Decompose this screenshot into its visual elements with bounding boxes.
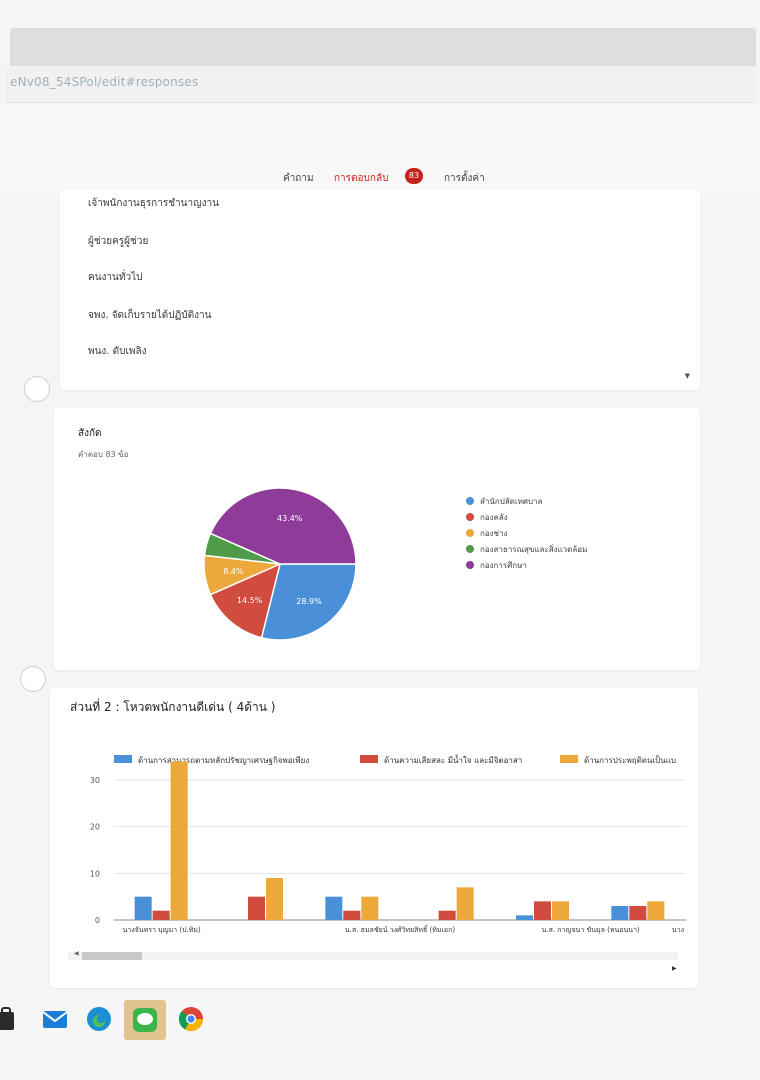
bar: [343, 910, 361, 920]
legend-label: กองช่าง: [480, 529, 508, 538]
list-item: พนง. ดับเพลิง: [88, 346, 147, 357]
legend-label: กองคลัง: [480, 513, 508, 522]
scroll-down-icon[interactable]: ▼: [684, 372, 690, 380]
section2-chart-card: ส่วนที่ 2 : โหวตพนักงานดีเด่น ( 4ด้าน ) …: [50, 688, 698, 988]
legend-label: สำนักปลัดเทศบาล: [480, 497, 543, 506]
legend-label: ด้านความเสียสละ มีน้ำใจ และมีจิตอาสา: [384, 756, 523, 765]
tab-settings[interactable]: การตั้งค่า: [444, 173, 485, 184]
bar: [134, 896, 152, 920]
pie-slice: [260, 563, 357, 641]
scrollbar-thumb[interactable]: [82, 952, 142, 960]
legend-swatch: [466, 545, 474, 553]
legend-label: กองการศึกษา: [480, 561, 527, 570]
bar: [325, 896, 343, 920]
binder-hole: [24, 376, 50, 402]
legend-label: กองสาธารณสุขและสิ่งแวดล้อม: [480, 545, 588, 554]
url-text: eNv08_54SPol/edit#responses: [10, 75, 199, 89]
y-tick-label: 30: [90, 776, 100, 785]
bar: [438, 910, 456, 920]
bar: [170, 761, 188, 920]
y-tick-label: 10: [90, 869, 100, 878]
list-item: จพง. จัดเก็บรายได้ปฏิบัติงาน: [88, 310, 212, 321]
list-item: ผู้ช่วยครูผู้ช่วย: [88, 236, 149, 247]
mail-icon[interactable]: [40, 1004, 70, 1034]
legend-swatch: [560, 755, 578, 763]
bar: [152, 910, 170, 920]
horizontal-scrollbar[interactable]: [68, 952, 678, 960]
x-tick-label: นางจันทรา บุญมา (ป.ทิม): [123, 926, 201, 934]
pie-slice-label: 14.5%: [237, 596, 263, 605]
scroll-right-icon[interactable]: ▶: [672, 965, 677, 972]
section-title: ส่วนที่ 2 : โหวตพนักงานดีเด่น ( 4ด้าน ): [70, 700, 276, 714]
bar: [248, 896, 265, 920]
store-icon[interactable]: [0, 1004, 22, 1034]
pie-slice: [209, 562, 282, 639]
legend-swatch: [466, 529, 474, 537]
legend-swatch: [466, 561, 474, 569]
binder-hole: [20, 666, 46, 692]
legend-label: ด้านการประพฤติตนเป็นแบ: [584, 756, 676, 765]
x-tick-label: น.ส. กาญจนา ขันมุล (หนอนนา): [542, 926, 640, 934]
pie-slice-label: 28.9%: [296, 597, 322, 606]
list-item: เจ้าพนักงานธุรการชำนาญงาน: [88, 198, 219, 209]
affiliation-chart-card: สังกัด คำตอบ 83 ข้อ 28.9% 14.5% 8.4% 43.4% …: [54, 408, 700, 670]
legend-swatch: [466, 513, 474, 521]
x-tick-label: น.ส. ธมลชัยน์ วงศ์วิทยสิทธิ์ (ทิมเอก): [345, 924, 455, 934]
line-app-icon[interactable]: [124, 1000, 166, 1040]
bar: [516, 915, 533, 920]
bar: [647, 901, 665, 920]
pie-slice-label: 8.4%: [223, 567, 244, 576]
bar: [266, 878, 283, 920]
legend-swatch: [360, 755, 378, 763]
taskbar: [0, 998, 760, 1042]
responses-count-badge: 83: [405, 168, 423, 184]
bar: [361, 896, 379, 920]
list-item: คนงานทั่วไป: [88, 272, 143, 283]
address-bar[interactable]: eNv08_54SPol/edit#responses: [6, 66, 756, 103]
y-tick-label: 20: [90, 823, 100, 832]
chart-title: สังกัด: [78, 428, 102, 439]
pie-slice-label: 43.4%: [277, 514, 303, 523]
legend-swatch: [466, 497, 474, 505]
tab-responses[interactable]: การตอบกลับ: [334, 173, 389, 184]
bar-chart: 0 10 20 30 นางจันทรา บุญมา (ป.ทิม) น.ส. ธมลชั…: [90, 761, 686, 934]
y-tick-label: 0: [95, 916, 100, 925]
legend-label: ด้านการสามารถตามหลักปรัชญาเศรษฐกิจพอเพีย…: [138, 756, 310, 765]
form-header-area: [0, 104, 760, 194]
legend-swatch: [114, 755, 132, 763]
scroll-left-icon[interactable]: ◀: [74, 950, 79, 957]
bar: [456, 887, 474, 920]
response-count: คำตอบ 83 ข้อ: [78, 450, 129, 459]
bar: [534, 901, 551, 920]
pie-chart: 28.9% 14.5% 8.4% 43.4%: [203, 487, 357, 641]
position-list-card: เจ้าพนักงานธุรการชำนาญงาน ผู้ช่วยครูผู้ช…: [60, 190, 700, 390]
tab-questions[interactable]: คำถาม: [283, 173, 314, 184]
bar: [552, 901, 569, 920]
bar: [611, 906, 629, 920]
chrome-browser-icon[interactable]: [176, 1004, 206, 1034]
x-tick-label: นาง: [672, 926, 684, 934]
pie-slice: [209, 487, 357, 565]
bar: [629, 906, 647, 920]
edge-browser-icon[interactable]: [84, 1004, 114, 1034]
